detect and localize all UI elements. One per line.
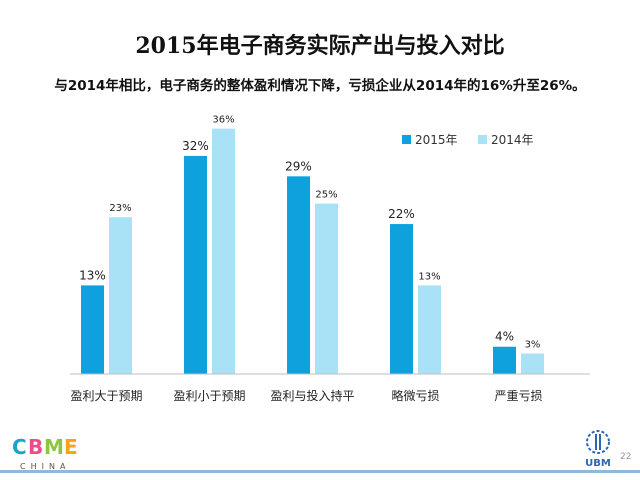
page-subtitle: 与2014年相比，电子商务的整体盈利情况下降，亏损企业从2014年的16%升至2… [54, 78, 586, 94]
bar-2014年-略微亏损 [418, 285, 441, 374]
data-label-2014年-盈利与投入持平: 25% [315, 190, 337, 201]
svg-text:C: C [12, 435, 27, 459]
x-tick-label: 略微亏损 [391, 388, 439, 403]
page-number: 22 [620, 452, 632, 462]
data-label-2014年-严重亏损: 3% [525, 340, 541, 351]
svg-text:E: E [64, 435, 78, 459]
data-label-2015年-盈利小于预期: 32% [182, 139, 209, 153]
x-tick-label: 盈利小于预期 [173, 389, 245, 403]
data-label-2014年-盈利大于预期: 23% [109, 203, 131, 214]
data-label-2014年-略微亏损: 13% [418, 271, 440, 282]
bar-2014年-严重亏损 [521, 353, 544, 374]
cbme-logo-sub: CHINA [20, 462, 70, 471]
legend-swatch-2015年 [402, 135, 411, 144]
bar-2015年-盈利大于预期 [81, 285, 104, 374]
bar-2015年-盈利小于预期 [184, 155, 207, 374]
data-label-2015年-盈利大于预期: 13% [79, 268, 106, 282]
x-tick-label: 严重亏损 [494, 389, 542, 403]
svg-text:B: B [28, 435, 43, 459]
legend: 2015年 2014年 [402, 133, 534, 147]
legend-label-2014年: 2014年 [491, 133, 534, 147]
x-tick-label: 盈利与投入持平 [270, 388, 354, 403]
data-label-2015年-略微亏损: 22% [388, 207, 415, 221]
bar-2014年-盈利与投入持平 [315, 203, 338, 374]
legend-swatch-2014年 [478, 135, 487, 144]
legend-label-2015年: 2015年 [415, 133, 458, 147]
data-label-2015年-严重亏损: 4% [495, 330, 514, 344]
bar-2014年-盈利小于预期 [212, 128, 235, 374]
x-tick-label: 盈利大于预期 [70, 389, 142, 403]
page-title: 2015年电子商务实际产出与投入对比 [135, 33, 505, 59]
ubm-logo-text: UBM [585, 458, 611, 469]
data-label-2015年-盈利与投入持平: 29% [285, 159, 312, 173]
cbme-logo: C B M E CHINA [12, 435, 78, 471]
svg-text:M: M [44, 435, 64, 459]
ubm-logo: UBM [585, 430, 611, 469]
bar-2015年-略微亏损 [390, 224, 413, 374]
bar-2014年-盈利大于预期 [109, 217, 132, 374]
bar-2015年-严重亏损 [493, 346, 516, 374]
bar-2015年-盈利与投入持平 [287, 176, 310, 374]
footer-divider [0, 470, 640, 473]
data-label-2014年-盈利小于预期: 36% [212, 115, 234, 126]
